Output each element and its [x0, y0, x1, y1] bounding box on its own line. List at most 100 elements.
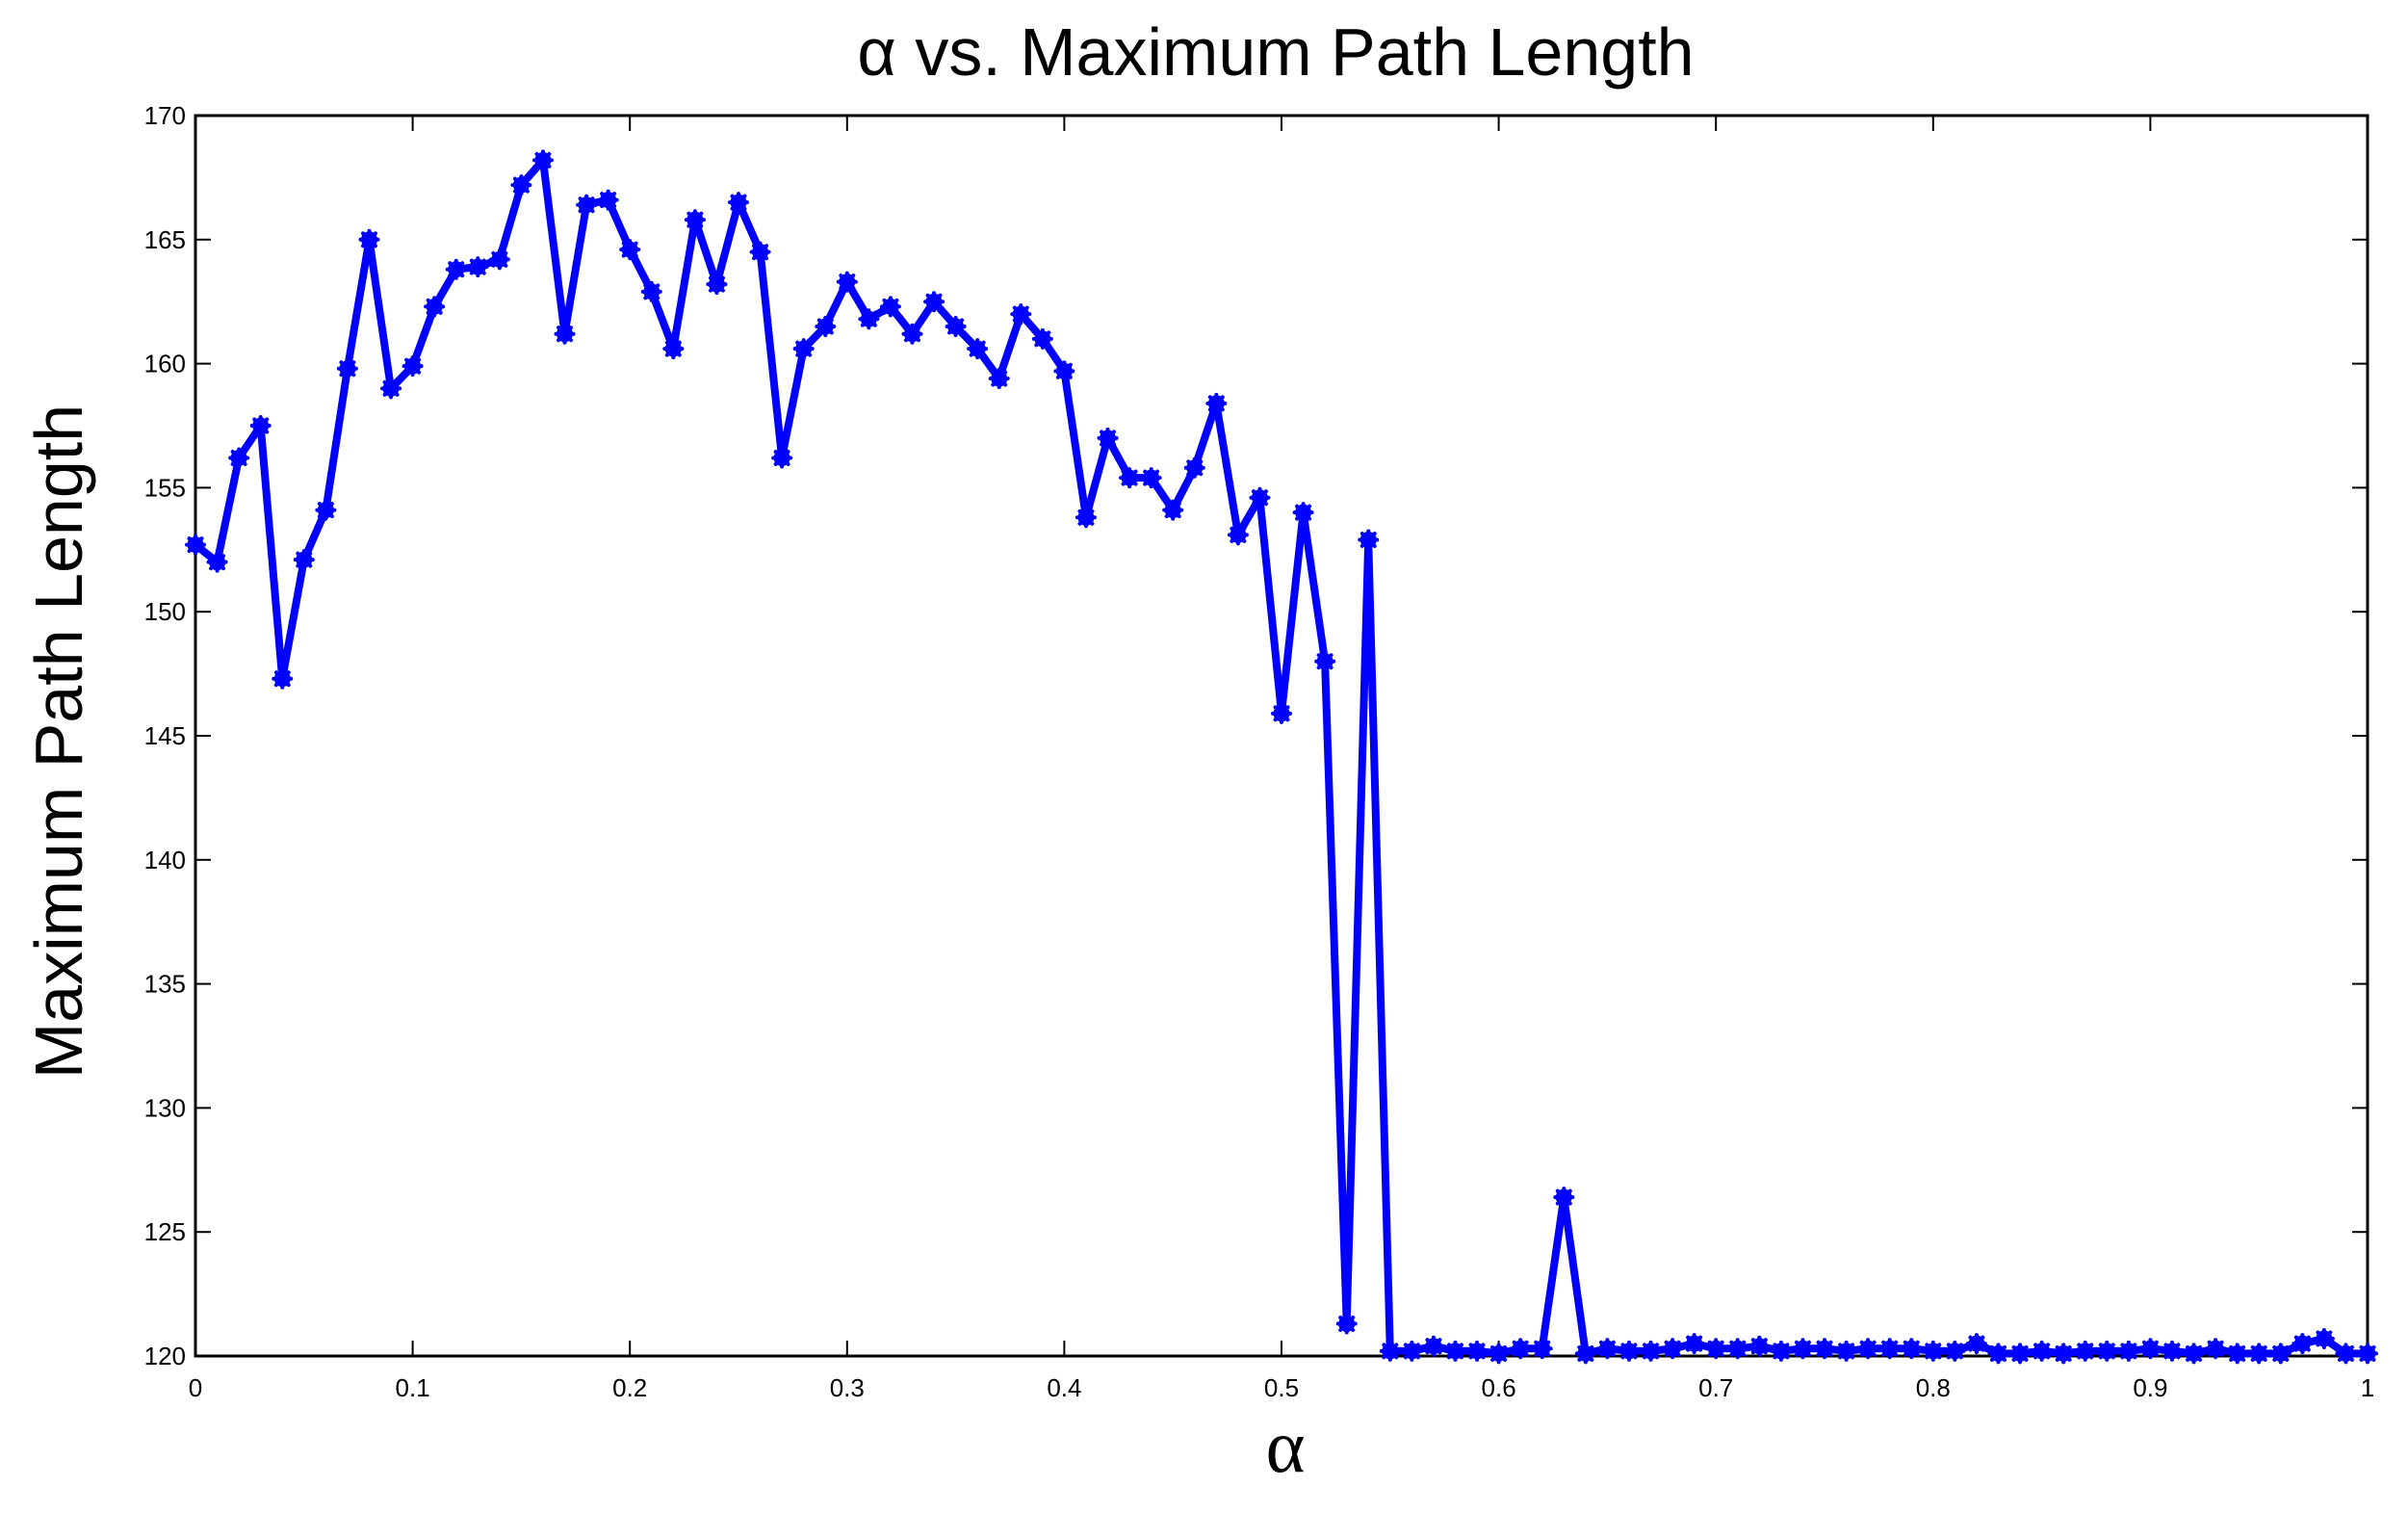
- x-axis-label: α: [1266, 1404, 1306, 1488]
- data-point-marker: [1031, 327, 1053, 350]
- y-tick-label: 170: [144, 101, 186, 130]
- data-point-marker: [1205, 392, 1228, 414]
- data-point-marker: [2139, 1338, 2162, 1360]
- data-point-marker: [1488, 1343, 1510, 1365]
- data-point-marker: [1422, 1335, 1444, 1357]
- data-point-marker: [249, 415, 272, 436]
- data-point-marker: [771, 447, 793, 469]
- data-point-marker: [380, 378, 402, 400]
- data-point-marker: [901, 323, 923, 345]
- data-point-marker: [836, 271, 858, 293]
- chart-title: α vs. Maximum Path Length: [857, 14, 1694, 90]
- data-point-marker: [1857, 1338, 1879, 1360]
- y-tick-label: 125: [144, 1217, 186, 1246]
- data-point-marker: [792, 338, 815, 360]
- x-tick-label: 0.8: [1916, 1373, 1951, 1402]
- data-point-marker: [2335, 1343, 2357, 1365]
- data-point-marker: [1922, 1340, 1944, 1362]
- data-point-marker: [1292, 502, 1314, 524]
- x-tick-label: 0: [189, 1373, 202, 1402]
- data-point-marker: [1314, 650, 1336, 672]
- data-point-marker: [1901, 1338, 1923, 1360]
- data-point-marker: [531, 149, 554, 171]
- data-point-marker: [576, 194, 598, 216]
- data-point-marker: [336, 357, 358, 379]
- data-point-marker: [1596, 1338, 1618, 1360]
- data-point-marker: [1640, 1340, 1662, 1362]
- y-tick-label: 140: [144, 846, 186, 874]
- y-tick-label: 160: [144, 350, 186, 378]
- data-point-marker: [1987, 1343, 2009, 1365]
- data-point-marker: [445, 258, 467, 280]
- x-tick-label: 0.5: [1264, 1373, 1299, 1402]
- data-point-marker: [706, 274, 728, 296]
- data-point-marker: [401, 355, 424, 378]
- data-point-marker: [1705, 1338, 1727, 1360]
- data-point-marker: [2269, 1343, 2291, 1365]
- data-point-marker: [597, 189, 619, 211]
- data-point-marker: [1401, 1340, 1423, 1362]
- y-tick-label: 130: [144, 1093, 186, 1122]
- data-point-marker: [1379, 1340, 1401, 1362]
- y-axis-label: Maximum Path Length: [21, 404, 96, 1079]
- data-point-marker: [1748, 1335, 1771, 1357]
- y-axis-ticks: 120 125 130 135 140 145 150 155 160 165 170: [144, 101, 2368, 1370]
- data-point-marker: [1183, 457, 1205, 479]
- data-point-marker: [2096, 1340, 2118, 1362]
- data-point-marker: [272, 667, 294, 690]
- data-point-marker: [879, 296, 901, 318]
- data-point-marker: [2053, 1343, 2075, 1365]
- data-point-marker: [1662, 1338, 1684, 1360]
- data-point-marker: [988, 368, 1010, 390]
- data-point-marker: [1531, 1338, 1553, 1360]
- x-tick-label: 0.3: [830, 1373, 865, 1402]
- data-point-marker: [1683, 1333, 1705, 1355]
- data-point-marker: [967, 338, 989, 360]
- data-point-marker: [923, 291, 945, 313]
- data-point-marker: [2357, 1343, 2378, 1365]
- x-tick-label: 0.9: [2133, 1373, 2167, 1402]
- data-point-marker: [1965, 1333, 1987, 1355]
- x-tick-label: 0.1: [396, 1373, 430, 1402]
- data-point-marker: [1444, 1340, 1466, 1362]
- data-point-marker: [1010, 303, 1032, 326]
- data-point-marker: [1726, 1338, 1748, 1360]
- data-point-marker: [1227, 524, 1249, 546]
- data-point-marker: [1835, 1340, 1857, 1362]
- x-tick-label: 0.7: [1698, 1373, 1733, 1402]
- data-point-marker: [1553, 1187, 1575, 1209]
- data-point-marker: [728, 192, 749, 214]
- data-point-marker: [293, 549, 315, 571]
- data-point-marker: [1119, 467, 1141, 489]
- x-tick-label: 0.6: [1482, 1373, 1516, 1402]
- series-layer: [185, 149, 2378, 1365]
- data-point-marker: [424, 296, 446, 318]
- y-tick-label: 120: [144, 1342, 186, 1370]
- y-tick-label: 165: [144, 225, 186, 254]
- x-axis-ticks: 0 0.1 0.2 0.3 0.4 0.5 0.6 0.7 0.8 0.9 1: [189, 116, 2374, 1402]
- data-point-marker: [315, 499, 337, 521]
- data-point-marker: [1249, 486, 1271, 509]
- data-point-marker: [1814, 1338, 1835, 1360]
- plot-area-frame: [194, 114, 2369, 1358]
- data-point-marker: [206, 551, 228, 573]
- data-point-marker: [945, 315, 967, 337]
- data-point-marker: [554, 323, 576, 345]
- data-point-marker: [2031, 1340, 2053, 1362]
- y-tick-label: 155: [144, 473, 186, 502]
- data-point-marker: [2009, 1343, 2032, 1365]
- data-point-marker: [858, 308, 880, 330]
- y-tick-label: 135: [144, 970, 186, 999]
- data-point-marker: [488, 248, 510, 271]
- data-point-marker: [619, 239, 641, 261]
- data-point-marker: [2248, 1343, 2270, 1365]
- data-point-marker: [2291, 1333, 2314, 1355]
- data-point-marker: [1271, 702, 1292, 724]
- data-point-marker: [1358, 529, 1380, 551]
- data-point-marker: [2074, 1340, 2096, 1362]
- x-tick-label: 0.2: [612, 1373, 647, 1402]
- data-point-marker: [1335, 1313, 1358, 1335]
- data-point-marker: [467, 256, 489, 278]
